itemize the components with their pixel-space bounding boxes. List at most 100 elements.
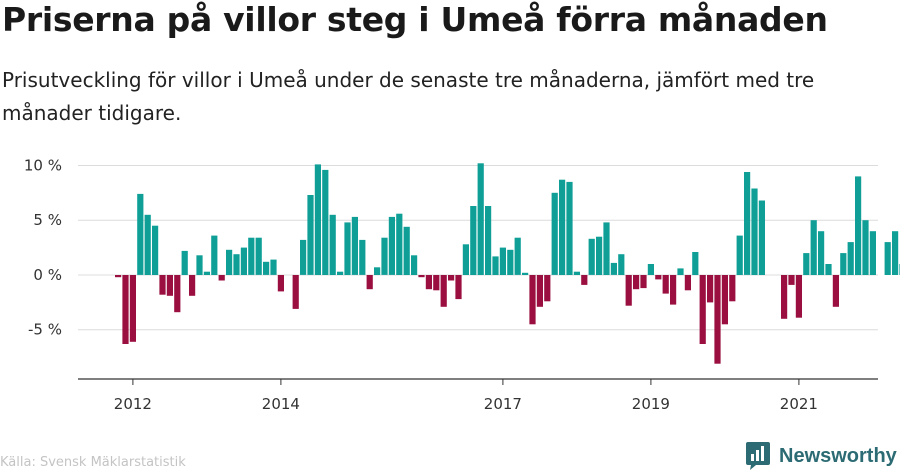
bar [485,206,492,275]
bar [795,275,802,318]
bar [625,275,632,306]
bar [307,195,314,275]
x-tick-label: 2021 [780,395,818,413]
bar [470,206,477,275]
bar [788,275,795,285]
bar [818,231,825,275]
bar [425,275,432,290]
bar [655,275,662,280]
brand-logo: Newsworthy [745,440,897,472]
bar [344,222,351,275]
bar [647,264,654,275]
bar [403,226,410,275]
bar [573,271,580,275]
bar [640,275,647,289]
bar [810,220,817,275]
bar [529,275,536,325]
bar [115,275,122,278]
bar [166,275,173,296]
bar [744,172,751,275]
bar [677,268,684,275]
bar [189,275,196,296]
x-tick-label: 2017 [484,395,522,413]
bar [751,188,758,275]
bar [322,169,329,275]
x-axis-ticks: 2012 2014 2017 2019 2021 [114,379,818,413]
bar [566,181,573,275]
bar [359,239,366,275]
bar [181,250,188,275]
bar [781,275,788,319]
bar [832,275,839,307]
bar [263,261,270,275]
bar [300,239,307,275]
bar [144,214,151,275]
bar [729,275,736,302]
bar [159,275,166,295]
bar [670,275,677,305]
y-tick-label: 10 % [24,156,62,174]
bar [803,253,810,275]
bar [699,275,706,344]
bar [351,216,358,275]
bar [196,255,203,275]
bar [581,275,588,285]
bar [869,231,876,275]
bar [588,238,595,275]
y-tick-label: 0 % [33,266,62,284]
bar [884,242,891,275]
bar [218,275,225,281]
bar [455,275,462,300]
bar [536,275,543,307]
chart-title: Priserna på villor steg i Umeå förra mån… [2,0,828,39]
bar [203,271,210,275]
bar [448,275,455,281]
bar [559,179,566,275]
bar [477,163,484,275]
bar [440,275,447,307]
chart-subtitle: Prisutveckling för villor i Umeå under d… [2,68,815,125]
bar [551,192,558,275]
bar [152,225,159,275]
bar [684,275,691,291]
bar [122,275,129,344]
bar [855,176,862,275]
brand-name: Newsworthy [779,444,897,467]
x-tick-label: 2019 [632,395,670,413]
bar [544,275,551,302]
bar [610,262,617,275]
bar [211,235,218,275]
bar [596,236,603,275]
bar [707,275,714,303]
bar [840,253,847,275]
bar [248,237,255,275]
bar [418,275,425,278]
bar [633,275,640,290]
bar [847,242,854,275]
bar [721,275,728,325]
bar [255,237,262,275]
bar [862,220,869,275]
y-tick-label: 5 % [33,211,62,229]
bar [662,275,669,294]
bar [618,254,625,275]
bar [314,164,321,275]
bar [374,267,381,275]
bar [337,271,344,275]
bar [277,275,284,292]
bar [388,216,395,275]
bars [115,163,900,364]
bar [270,259,277,275]
newsworthy-logo-icon [746,442,770,470]
bar [292,275,299,309]
bar [433,275,440,291]
bar [462,244,469,275]
bar [381,237,388,275]
source-note: Källa: Svensk Mäklarstatistik [0,455,186,470]
bar [522,272,529,275]
bar [825,264,832,275]
bar [137,193,144,275]
bar [736,235,743,275]
bar [233,254,240,275]
